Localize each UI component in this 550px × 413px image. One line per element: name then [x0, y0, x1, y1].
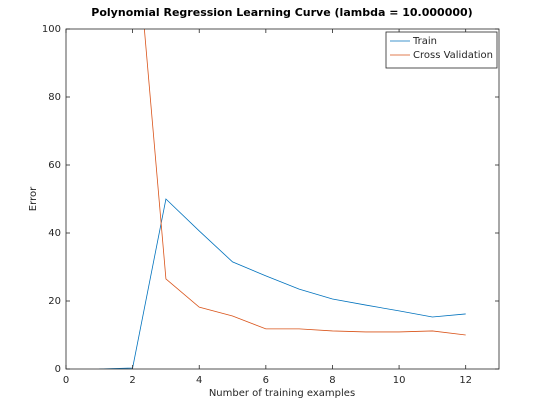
line-series	[143, 29, 466, 336]
x-tick-label: 12	[459, 375, 472, 386]
axes-box	[65, 28, 500, 370]
x-tick-label: 10	[393, 375, 406, 386]
plot-area	[99, 29, 466, 369]
y-tick-label: 80	[48, 92, 61, 103]
x-tick-label: 8	[329, 375, 335, 386]
y-axis-label: Error	[28, 186, 39, 211]
y-tick-label: 100	[42, 24, 61, 35]
y-tick-label: 60	[48, 160, 61, 171]
chart-title: Polynomial Regression Learning Curve (la…	[91, 6, 472, 19]
y-tick-label: 20	[48, 296, 61, 307]
legend-box	[385, 31, 498, 69]
y-tick-label: 0	[55, 364, 61, 375]
x-tick-label: 0	[63, 375, 69, 386]
y-tick-label: 40	[48, 228, 61, 239]
legend-label: Cross Validation	[413, 50, 493, 61]
x-tick-label: 4	[196, 375, 202, 386]
x-axis-label: Number of training examples	[209, 388, 355, 399]
x-tick-label: 6	[263, 375, 269, 386]
line-series	[99, 198, 466, 369]
legend-label: Train	[412, 36, 437, 47]
x-tick-label: 2	[129, 375, 135, 386]
